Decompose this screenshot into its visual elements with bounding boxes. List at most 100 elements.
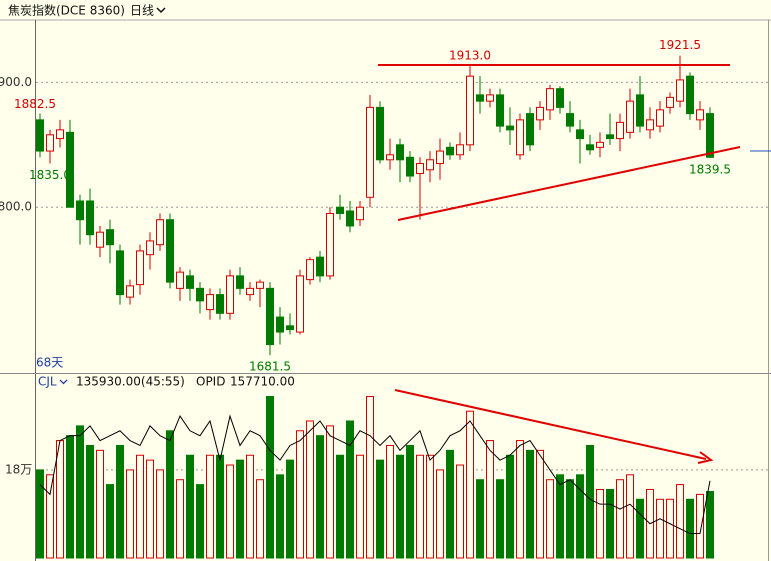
candle-body bbox=[706, 113, 714, 158]
high-label: 1913.0 bbox=[449, 49, 491, 63]
edge-label: 1882.5 bbox=[14, 97, 56, 111]
volume-bar bbox=[456, 464, 464, 559]
volume-bar bbox=[66, 435, 74, 559]
period-label[interactable]: 日线 bbox=[130, 4, 154, 18]
volume-bar bbox=[436, 469, 444, 559]
candle-body bbox=[56, 129, 64, 140]
candle-body bbox=[396, 144, 404, 161]
candle-body bbox=[336, 206, 344, 214]
candle-body bbox=[566, 113, 574, 127]
volume-bar bbox=[256, 479, 264, 559]
candle-body bbox=[186, 275, 194, 289]
volume-summary: 135930.00(45:55) bbox=[76, 375, 185, 389]
candle-body bbox=[476, 94, 484, 102]
candle-body bbox=[546, 88, 554, 111]
candle-body bbox=[576, 129, 584, 140]
volume-bar bbox=[396, 454, 404, 559]
volume-bar bbox=[606, 488, 614, 559]
volume-bar bbox=[156, 469, 164, 559]
volume-bar bbox=[286, 459, 294, 559]
candle-body bbox=[486, 94, 494, 102]
candle-body bbox=[386, 154, 394, 161]
candle-body bbox=[646, 119, 654, 131]
volume-bar bbox=[446, 449, 454, 559]
volume-bar bbox=[56, 440, 64, 559]
candle-body bbox=[426, 159, 434, 171]
volume-bar bbox=[566, 479, 574, 559]
volume-bar bbox=[146, 459, 154, 559]
candle-body bbox=[676, 79, 684, 102]
candle-body bbox=[376, 106, 384, 161]
candle-body bbox=[136, 250, 144, 286]
candle-body bbox=[536, 106, 544, 121]
volume-bar bbox=[316, 435, 324, 559]
volume-bar bbox=[96, 449, 104, 559]
volume-bar bbox=[686, 498, 694, 559]
low-label: 1835.0 bbox=[29, 168, 71, 182]
volume-bar bbox=[576, 474, 584, 559]
arrow-head bbox=[697, 451, 714, 464]
volume-bar bbox=[526, 449, 534, 559]
volume-bar bbox=[496, 479, 504, 559]
candle-body bbox=[246, 287, 254, 296]
candle-body bbox=[216, 294, 224, 314]
candle-body bbox=[606, 134, 614, 140]
candle-body bbox=[346, 210, 354, 227]
volume-bar bbox=[196, 484, 204, 559]
candle-body bbox=[356, 206, 364, 221]
volume-bar bbox=[406, 444, 414, 559]
candle-body bbox=[366, 106, 374, 198]
candle-body bbox=[126, 285, 134, 298]
volume-bar bbox=[226, 464, 234, 559]
volume-bar bbox=[86, 444, 94, 559]
candle-body bbox=[466, 75, 474, 146]
volume-bar bbox=[626, 474, 634, 559]
volume-bar bbox=[536, 449, 544, 559]
volume-bar bbox=[506, 454, 514, 559]
volume-bar bbox=[106, 484, 114, 559]
volume-bar bbox=[176, 479, 184, 559]
volume-bar bbox=[346, 420, 354, 559]
candle-body bbox=[436, 150, 444, 165]
candle-body bbox=[66, 131, 74, 208]
footer-label: 68天 bbox=[36, 356, 63, 370]
candle-body bbox=[176, 271, 184, 289]
volume-bar bbox=[166, 430, 174, 559]
low-label: 1839.5 bbox=[689, 162, 731, 176]
opid-value: 157710.00 bbox=[230, 375, 295, 389]
candle-body bbox=[296, 275, 304, 333]
volume-bar bbox=[706, 490, 714, 559]
volume-bar bbox=[696, 493, 704, 559]
candle-body bbox=[146, 240, 154, 256]
volume-bar bbox=[46, 474, 54, 559]
volume-bar bbox=[246, 454, 254, 559]
candle-body bbox=[666, 96, 674, 108]
chevron[interactable] bbox=[59, 379, 68, 385]
volume-bar bbox=[676, 484, 684, 559]
volume-title[interactable]: CJL bbox=[38, 375, 57, 389]
candle-body bbox=[86, 200, 94, 236]
volume-bar bbox=[636, 498, 644, 559]
candle-body bbox=[96, 231, 104, 248]
candle-body bbox=[46, 134, 54, 152]
candle-body bbox=[626, 100, 634, 133]
candle-body bbox=[306, 259, 314, 281]
candle-body bbox=[266, 287, 274, 346]
y-tick-label: 1900.0 bbox=[0, 75, 32, 89]
candle-body bbox=[316, 256, 324, 277]
volume-bar bbox=[426, 454, 434, 559]
chart-title: 焦炭指数(DCE 8360) bbox=[8, 3, 125, 18]
volume-bar bbox=[296, 430, 304, 559]
candle-body bbox=[276, 316, 284, 333]
volume-bar bbox=[276, 474, 284, 559]
candle-body bbox=[456, 144, 464, 156]
candle-body bbox=[286, 325, 294, 331]
volume-bar bbox=[546, 479, 554, 559]
chevron[interactable] bbox=[156, 7, 166, 14]
volume-bar bbox=[386, 444, 394, 559]
candle-body bbox=[236, 275, 244, 289]
low-label: 1681.5 bbox=[249, 360, 291, 374]
candle-body bbox=[446, 146, 454, 156]
candle-body bbox=[116, 250, 124, 296]
candle-body bbox=[656, 109, 664, 127]
